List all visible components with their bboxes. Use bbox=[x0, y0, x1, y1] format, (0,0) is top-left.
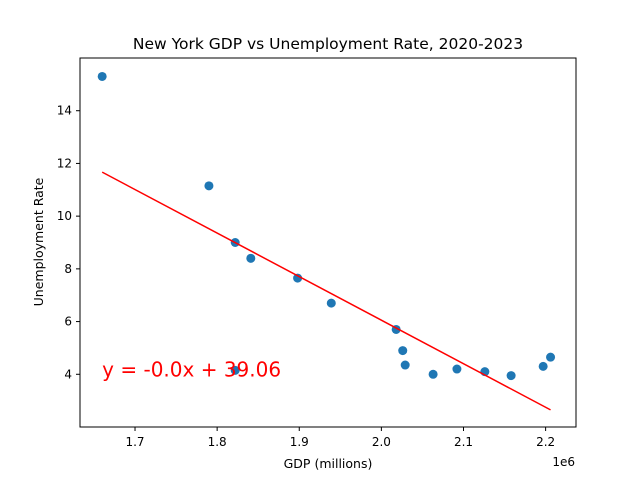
scatter-point bbox=[204, 181, 214, 191]
x-axis-offset-label: 1e6 bbox=[552, 455, 575, 469]
scatter-point bbox=[428, 369, 438, 379]
plot-frame bbox=[79, 57, 577, 428]
x-tick-label: 2.0 bbox=[372, 435, 391, 449]
scatter-point bbox=[398, 346, 408, 356]
plot-area bbox=[80, 58, 576, 427]
x-tick-label: 2.2 bbox=[536, 435, 555, 449]
y-tick-label: 6 bbox=[64, 315, 72, 329]
y-axis-label: Unemployment Rate bbox=[31, 177, 46, 306]
x-tick-label: 1.7 bbox=[125, 435, 144, 449]
x-tick-label: 1.8 bbox=[208, 435, 227, 449]
y-tick-label: 10 bbox=[57, 209, 72, 223]
scatter-point bbox=[246, 253, 256, 263]
x-axis-label: GDP (millions) bbox=[284, 456, 373, 471]
scatter-point bbox=[546, 352, 556, 362]
y-tick-label: 14 bbox=[57, 104, 72, 118]
scatter-point bbox=[452, 364, 462, 374]
regression-equation-label: y = -0.0x + 39.06 bbox=[102, 357, 281, 381]
x-axis-ticks: 1.7 1.8 1.9 2.0 2.1 2.2 bbox=[125, 427, 555, 449]
scatter-point bbox=[506, 371, 516, 381]
y-tick-label: 8 bbox=[64, 262, 72, 276]
chart-title: New York GDP vs Unemployment Rate, 2020-… bbox=[133, 35, 523, 53]
scatter-point bbox=[538, 361, 548, 371]
scatter-point bbox=[400, 360, 410, 370]
scatter-point bbox=[293, 273, 303, 283]
scatter-point bbox=[230, 365, 240, 375]
y-axis-ticks: 4 6 8 10 12 14 bbox=[57, 104, 80, 381]
x-tick-label: 2.1 bbox=[454, 435, 473, 449]
scatter-point bbox=[97, 71, 107, 81]
regression-line bbox=[101, 171, 551, 411]
x-tick-label: 1.9 bbox=[290, 435, 309, 449]
scatter-point bbox=[326, 298, 336, 308]
series-layer bbox=[97, 71, 556, 411]
y-tick-label: 12 bbox=[57, 156, 72, 170]
y-tick-label: 4 bbox=[64, 367, 72, 381]
